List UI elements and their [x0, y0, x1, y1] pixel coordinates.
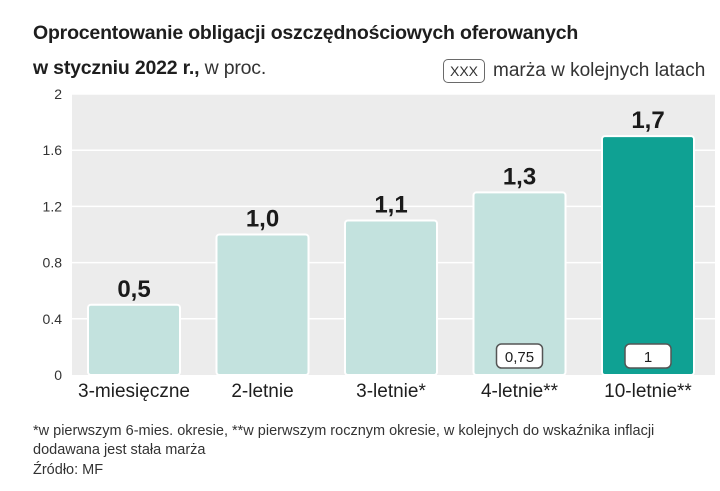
- y-tick-label: 0.8: [43, 255, 63, 271]
- footnote: *w pierwszym 6-mies. okresie, **w pierws…: [33, 423, 655, 458]
- y-tick-label: 2: [54, 86, 62, 102]
- legend-text: marża w kolejnych latach: [493, 60, 706, 81]
- bar-value-label: 1,7: [631, 107, 664, 134]
- margin-badge-label: 0,75: [505, 349, 534, 366]
- y-tick-label: 0: [54, 367, 62, 383]
- y-tick-label: 0.4: [43, 311, 63, 327]
- x-tick-label: 3-miesięczne: [78, 381, 190, 402]
- chart-subtitle: w styczniu 2022 r., w proc.: [33, 57, 266, 80]
- source-note: Źródło: MF: [33, 462, 104, 478]
- x-tick-label: 4-letnie**: [481, 381, 559, 402]
- bar: [87, 303, 181, 376]
- bar-value-label: 0,5: [117, 276, 150, 303]
- legend: XXX marża w kolejnych latach: [443, 59, 705, 83]
- y-tick-label: 1.6: [43, 142, 63, 158]
- y-tick-label: 1.2: [43, 198, 63, 214]
- margin-badge: [495, 343, 544, 369]
- bar-value-label: 1,0: [246, 206, 279, 233]
- chart-title: Oprocentowanie obligacji oszczędnościowy…: [33, 22, 579, 44]
- bar-value-label: 1,1: [374, 191, 407, 218]
- x-tick-label: 3-letnie*: [356, 381, 426, 402]
- bar: [344, 219, 438, 376]
- x-tick-label: 10-letnie**: [604, 381, 692, 402]
- bar-chart: 0 0.4 0.8 1.2 1.6 2 0,5 3-miesięczne 1,0 2-letnie…: [43, 86, 715, 402]
- margin-badge: [624, 343, 672, 369]
- subtitle-date: w styczniu 2022 r.,: [33, 57, 200, 79]
- subtitle-unit: w proc.: [204, 57, 267, 79]
- bar: [215, 233, 310, 376]
- x-tick-label: 2-letnie: [231, 381, 293, 402]
- legend-box-sample: XXX: [443, 59, 486, 83]
- margin-badge-label: 1: [644, 349, 652, 366]
- bar: [472, 191, 567, 376]
- bar-value-label: 1,3: [503, 163, 536, 190]
- bar: [601, 135, 695, 376]
